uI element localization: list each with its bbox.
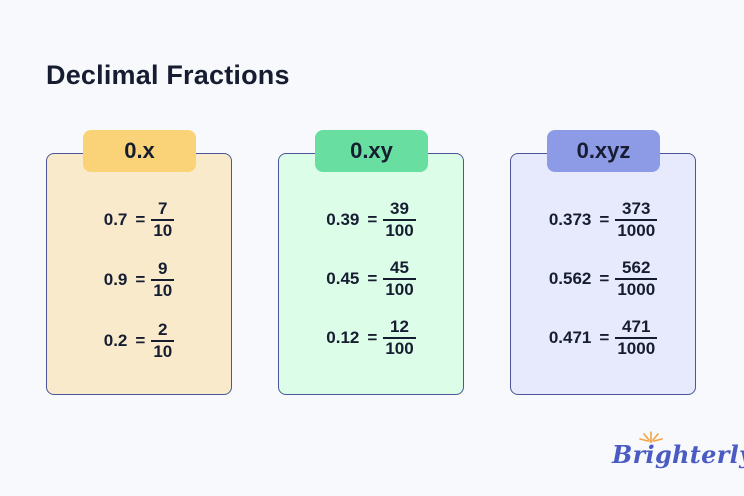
equation-row: 0.7 = 7 10 (47, 198, 231, 242)
numerator: 39 (390, 199, 409, 219)
equals-sign: = (135, 331, 146, 350)
equation-row: 0.562 = 562 1000 (511, 257, 695, 301)
card-label-thousandths: 0.xyz (547, 130, 660, 172)
card-label-hundredths: 0.xy (315, 130, 428, 172)
denominator: 10 (153, 220, 173, 240)
decimal-value: 0.45 (326, 269, 360, 288)
denominator: 1000 (617, 220, 656, 240)
fraction-bar (151, 340, 175, 342)
fraction: 9 10 (151, 259, 175, 300)
decimal-value: 0.39 (326, 210, 360, 229)
equation-row: 0.471 = 471 1000 (511, 316, 695, 360)
numerator: 45 (390, 258, 409, 278)
equals-sign: = (599, 210, 610, 229)
fraction: 12 100 (383, 317, 416, 358)
card-label-tenths: 0.x (83, 130, 196, 172)
denominator: 1000 (617, 338, 656, 358)
fraction-bar (615, 219, 658, 221)
fraction: 45 100 (383, 258, 416, 299)
card-thousandths: 0.373 = 373 1000 0.562 = 562 1000 0.471 … (510, 153, 696, 395)
decimal-value: 0.373 (548, 210, 592, 229)
page-title: Declimal Fractions (46, 60, 290, 90)
numerator: 9 (158, 259, 168, 279)
denominator: 100 (385, 279, 414, 299)
equation-row: 0.9 = 9 10 (47, 258, 231, 302)
fraction: 7 10 (151, 199, 175, 240)
card-tenths: 0.7 = 7 10 0.9 = 9 10 0.2 = 2 10 (46, 153, 232, 395)
decimal-value: 0.7 (103, 210, 128, 229)
equation-row: 0.12 = 12 100 (279, 316, 463, 360)
sun-rays-icon (639, 431, 663, 443)
numerator: 7 (158, 199, 168, 219)
decimal-value: 0.471 (548, 328, 592, 347)
fraction-bar (383, 337, 416, 339)
fraction-bar (151, 279, 175, 281)
denominator: 100 (385, 220, 414, 240)
fraction-bar (615, 278, 658, 280)
decimal-value: 0.2 (103, 331, 128, 350)
card-hundredths: 0.39 = 39 100 0.45 = 45 100 0.12 = 12 10 (278, 153, 464, 395)
fraction: 39 100 (383, 199, 416, 240)
equals-sign: = (135, 210, 146, 229)
denominator: 10 (153, 341, 173, 361)
equals-sign: = (599, 269, 610, 288)
decimal-value: 0.562 (548, 269, 592, 288)
equation-row: 0.2 = 2 10 (47, 319, 231, 363)
fraction: 562 1000 (615, 258, 658, 299)
numerator: 2 (158, 320, 168, 340)
brand-logo: Brighterly (612, 440, 744, 469)
fraction-bar (383, 278, 416, 280)
equation-row: 0.45 = 45 100 (279, 257, 463, 301)
fraction-bar (151, 219, 175, 221)
equation-row: 0.373 = 373 1000 (511, 198, 695, 242)
fraction-bar (615, 337, 658, 339)
equals-sign: = (367, 269, 378, 288)
equals-sign: = (367, 210, 378, 229)
denominator: 10 (153, 280, 173, 300)
denominator: 100 (385, 338, 414, 358)
fraction-bar (383, 219, 416, 221)
equals-sign: = (599, 328, 610, 347)
numerator: 373 (622, 199, 651, 219)
denominator: 1000 (617, 279, 656, 299)
numerator: 471 (622, 317, 651, 337)
decimal-value: 0.12 (326, 328, 360, 347)
fraction: 471 1000 (615, 317, 658, 358)
equals-sign: = (135, 270, 146, 289)
equation-row: 0.39 = 39 100 (279, 198, 463, 242)
fraction: 2 10 (151, 320, 175, 361)
fraction: 373 1000 (615, 199, 658, 240)
numerator: 562 (622, 258, 651, 278)
decimal-value: 0.9 (103, 270, 128, 289)
equals-sign: = (367, 328, 378, 347)
numerator: 12 (390, 317, 409, 337)
